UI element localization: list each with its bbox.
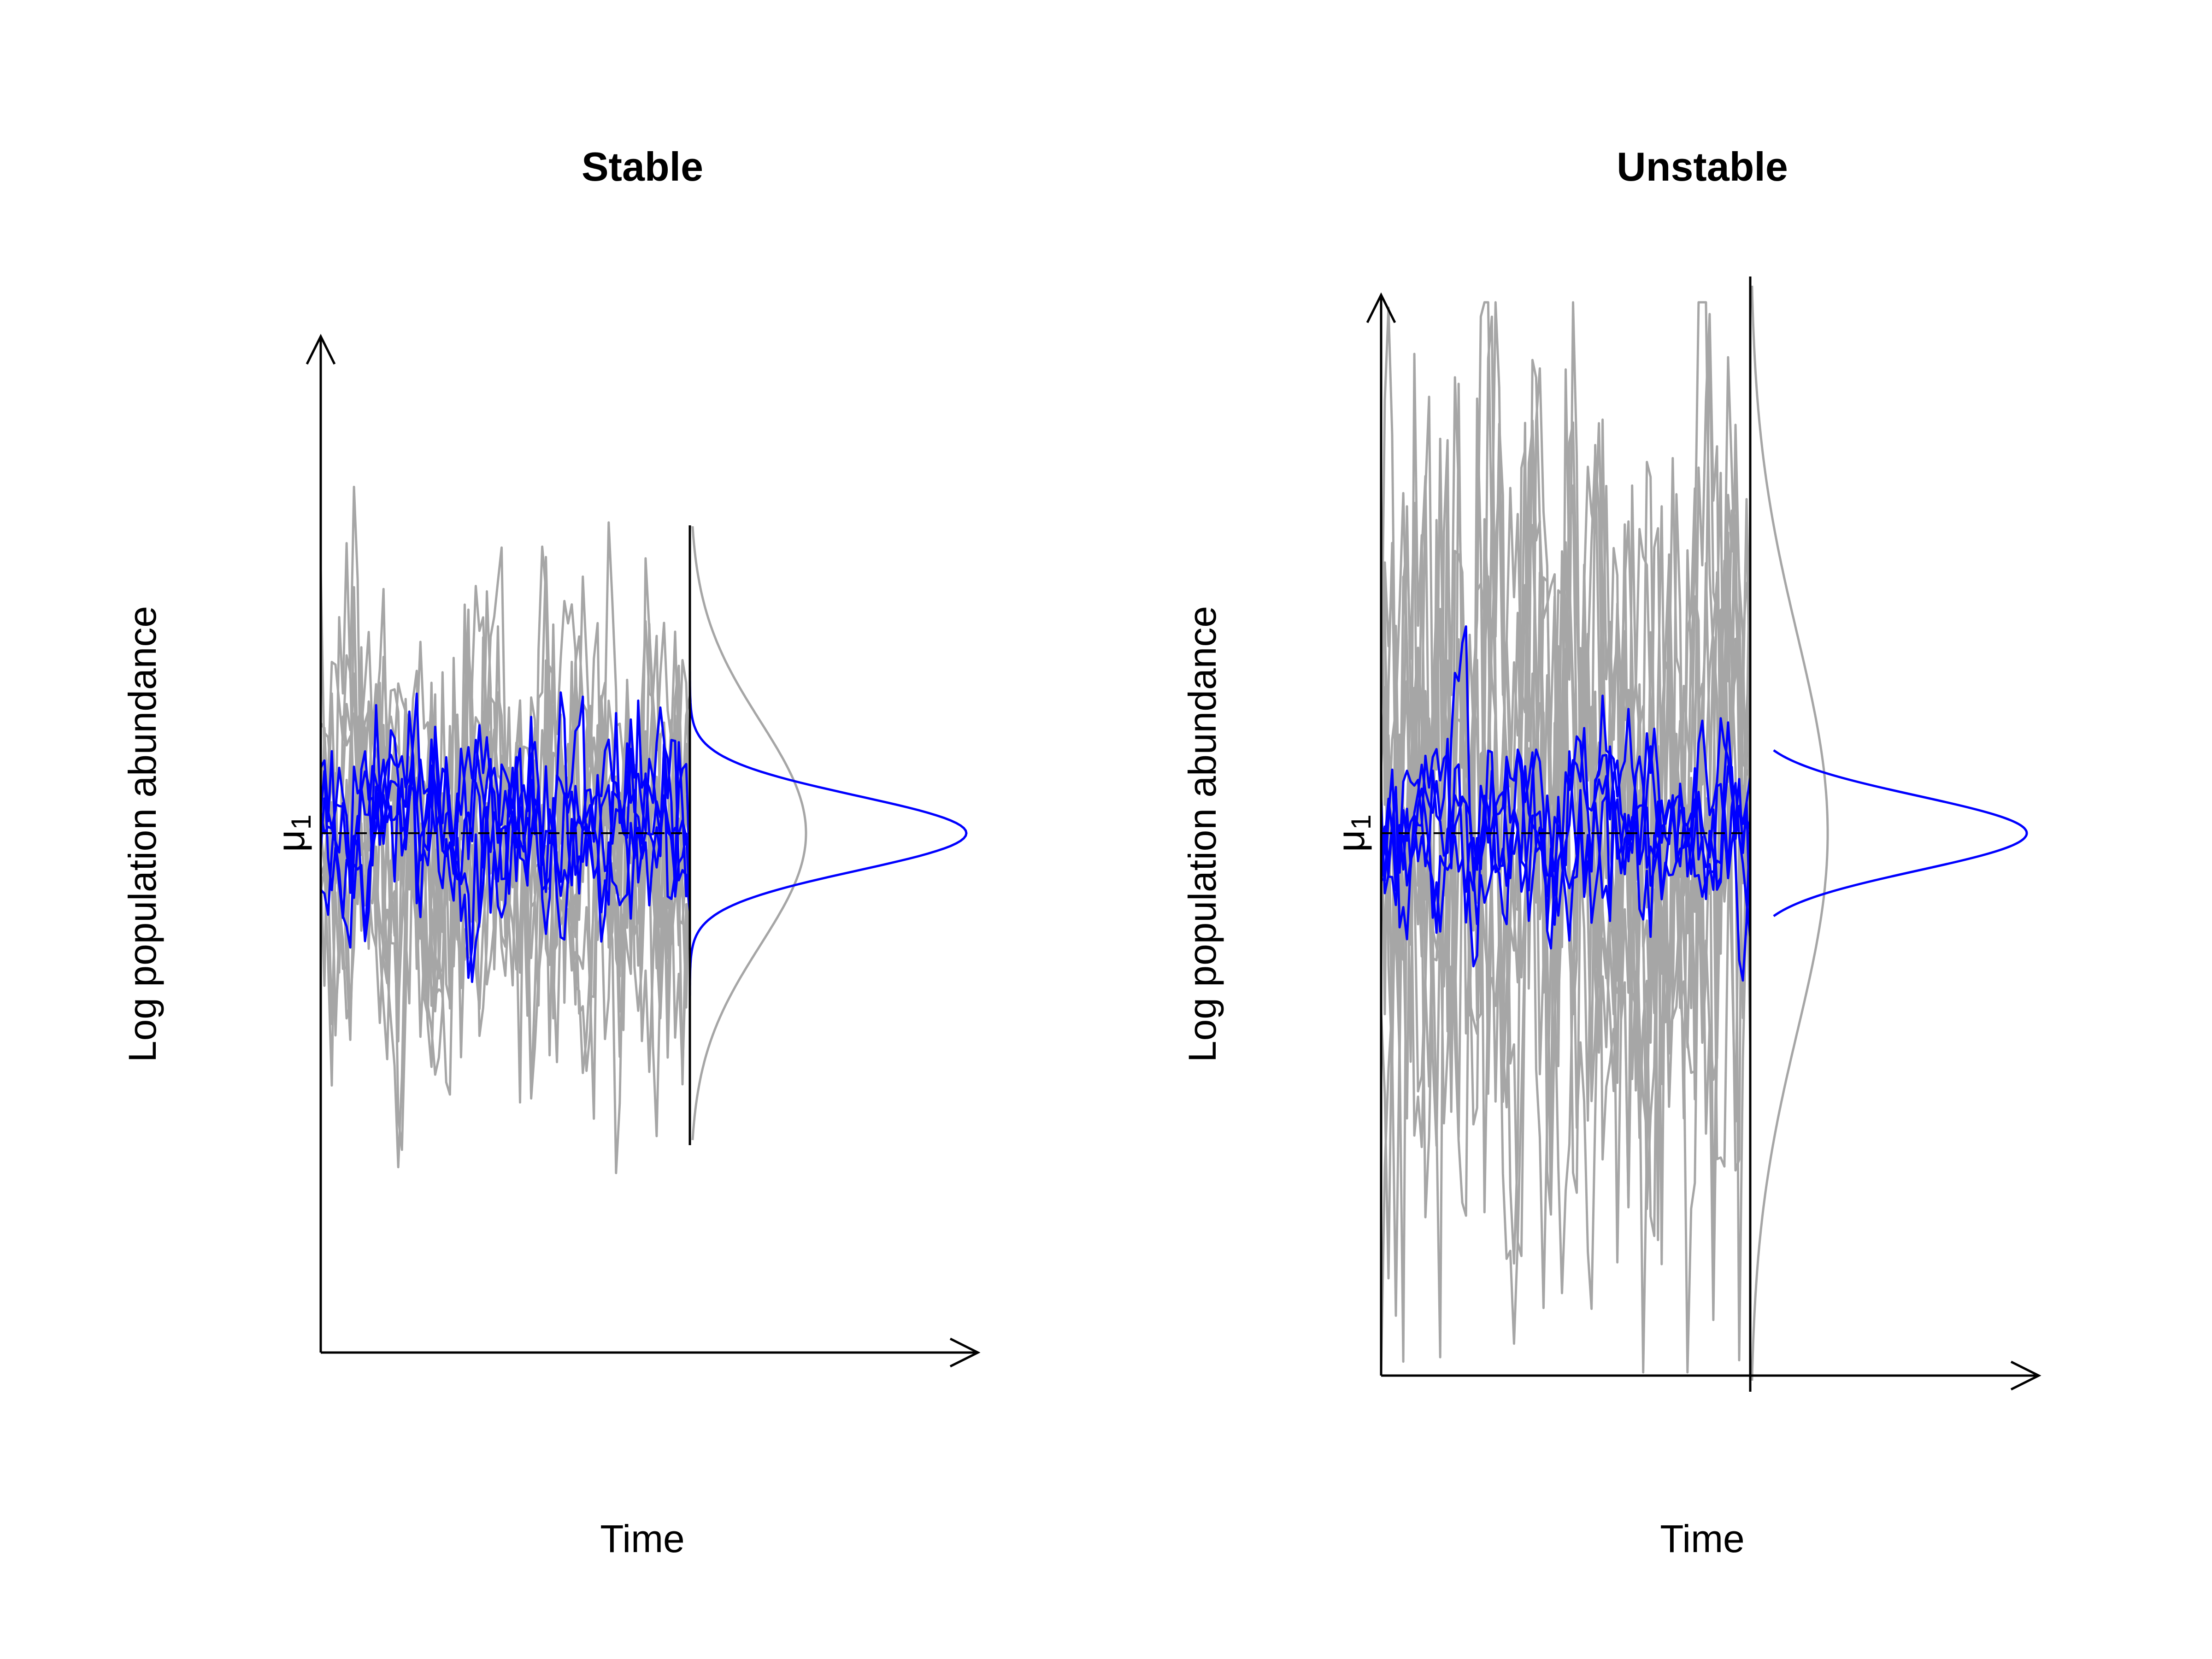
mu-label: μ1 <box>1329 814 1377 852</box>
trajectory-line <box>1380 717 1752 926</box>
trajectory-line <box>1380 721 1752 982</box>
trajectory-line <box>1380 751 1752 968</box>
panel-unstable: Unstable Log population abundance Time μ… <box>1181 144 2041 1560</box>
gray-density-curve <box>1751 285 1829 1381</box>
y-axis-label: Log population abundance <box>121 606 164 1062</box>
blue-density-curve <box>1773 749 2028 918</box>
x-axis-arrowhead <box>2010 1360 2041 1391</box>
density-layer <box>688 526 968 1141</box>
x-axis-label: Time <box>600 1517 685 1560</box>
mu-subscript: 1 <box>1346 814 1377 830</box>
trajectory-line <box>1380 306 1752 1264</box>
y-axis-arrowhead <box>306 334 336 365</box>
panel-title: Stable <box>582 144 703 189</box>
trajectory-layer <box>1380 301 1752 1374</box>
x-axis-label: Time <box>1660 1517 1745 1560</box>
gray-density-curve <box>691 526 807 1141</box>
blue-density-curve <box>688 526 968 1140</box>
x-axis-arrowhead <box>949 1337 981 1368</box>
trajectory-layer <box>319 486 691 1174</box>
mu-symbol: μ <box>1329 830 1372 852</box>
panel-stable: Stable Log population abundance Time μ1 <box>121 144 981 1560</box>
panel-title: Unstable <box>1617 144 1788 189</box>
trajectory-line <box>319 691 691 919</box>
density-layer <box>1751 285 2028 1381</box>
y-axis-label: Log population abundance <box>1181 606 1224 1062</box>
mu-subscript: 1 <box>286 814 317 830</box>
trajectory-line <box>319 692 691 983</box>
mu-symbol: μ <box>269 830 312 852</box>
trajectory-line <box>319 710 691 939</box>
y-axis-arrowhead <box>1366 292 1396 324</box>
mu-label: μ1 <box>269 814 317 852</box>
